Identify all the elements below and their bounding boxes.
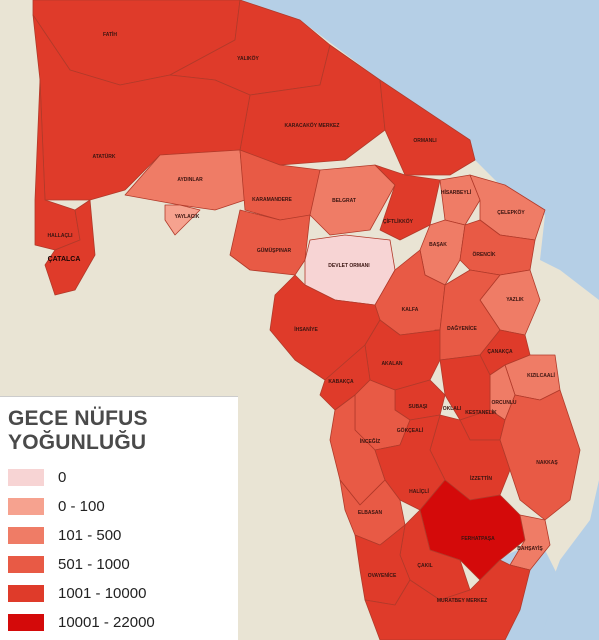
legend-label: 1001 - 10000: [58, 585, 147, 602]
label-yaylacik: YAYLACIK: [175, 214, 200, 220]
legend-swatch: [8, 556, 44, 573]
legend-swatch: [8, 614, 44, 631]
label-ferhatpasa: FERHATPAŞA: [461, 536, 495, 542]
label-orencik: ÖRENCİK: [472, 251, 495, 258]
label-akalan: AKALAN: [381, 361, 402, 367]
label-gumuspinar: GÜMÜŞPINAR: [257, 247, 292, 254]
label-kestanelik: KESTANELİK: [465, 409, 497, 416]
legend-item: 10001 - 22000: [8, 614, 236, 638]
legend-label: 501 - 1000: [58, 556, 130, 573]
label-cakil: ÇAKIL: [417, 563, 432, 569]
legend-item: 0: [8, 469, 236, 493]
label-oklali: OKLALI: [443, 406, 462, 412]
legend-item: 501 - 1000: [8, 556, 236, 580]
label-ataturk: ATATÜRK: [92, 153, 115, 160]
label-celepkoy: ÇELEPKÖY: [497, 209, 525, 216]
legend-swatch: [8, 498, 44, 515]
label-ormanli: ORMANLI: [413, 138, 437, 144]
region-muratbey-merkez: [364, 559, 531, 640]
label-yalikoy: YALIKÖY: [237, 55, 259, 62]
label-ovayenice: OVAYENİCE: [368, 572, 397, 579]
label-canakca: ÇANAKÇA: [487, 349, 513, 355]
label-kabakca: KABAKÇA: [328, 379, 354, 385]
legend-item: 101 - 500: [8, 527, 236, 551]
label-bahsayis: BAHŞAYİŞ: [517, 545, 543, 552]
legend-item: 0 - 100: [8, 498, 236, 522]
sea-area: [240, 0, 599, 640]
legend-label: 0: [58, 469, 67, 486]
label-devlet-ormani: DEVLET ORMANI: [328, 263, 370, 269]
district-regions: [32, 0, 581, 640]
region-ciftlikkoy: [374, 164, 441, 241]
label-dagyenice: DAĞYENİCE: [447, 324, 477, 332]
label-gokceali: GÖKÇEALİ: [397, 427, 424, 434]
district-labels: FATİH YALIKÖY KARACAKÖY MERKEZ ORMANLI A…: [48, 31, 559, 604]
label-halicli: HALİÇLİ: [409, 488, 429, 495]
legend-label: 10001 - 22000: [58, 614, 155, 631]
label-belgrat: BELGRAT: [332, 198, 356, 204]
region-catalca: [44, 199, 96, 296]
label-ihsaniye: İHSANİYE: [294, 326, 318, 333]
label-catalca: ÇATALCA: [48, 256, 81, 263]
region-gumuspinar: [229, 209, 311, 276]
label-elbasan: ELBASAN: [358, 510, 383, 516]
label-incegiz: İNCEĞİZ: [360, 437, 380, 445]
label-ciftlikkoy: ÇİFTLİKKÖY: [383, 218, 414, 225]
label-hisarbeyli: HİSARBEYLİ: [441, 189, 472, 196]
label-orcunlu: ORCUNLU: [492, 400, 517, 406]
label-karacakoy-merkez: KARACAKÖY MERKEZ: [285, 122, 340, 129]
legend-label: 0 - 100: [58, 498, 105, 515]
label-yazlik: YAZLIK: [506, 297, 524, 303]
legend-item: 1001 - 10000: [8, 585, 236, 609]
legend-title-line2: YOĞUNLUĞU: [8, 431, 147, 454]
label-kizilcaali: KIZILCAALİ: [527, 372, 555, 379]
label-subasi: SUBAŞI: [409, 404, 429, 410]
label-izzettin: İZZETTİN: [470, 475, 492, 482]
legend-swatch: [8, 527, 44, 544]
label-aydinlar: AYDINLAR: [177, 177, 203, 183]
label-kalfa: KALFA: [402, 307, 419, 313]
legend-title-line1: GECE NÜFUS: [8, 407, 148, 430]
legend-label: 101 - 500: [58, 527, 122, 544]
label-karamandere: KARAMANDERE: [252, 197, 292, 203]
label-muratbey-merkez: MURATBEY MERKEZ: [437, 598, 487, 604]
label-basak: BAŞAK: [429, 242, 447, 248]
legend-swatch: [8, 585, 44, 602]
legend-panel: GECE NÜFUS YOĞUNLUĞU 0 0 - 100 101 - 500…: [0, 396, 238, 640]
region-hisarbeyli: [439, 174, 481, 226]
label-fatih: FATİH: [103, 31, 117, 38]
label-nakkas: NAKKAŞ: [536, 460, 558, 466]
region-yaylacik: [164, 204, 201, 236]
region-ormanli: [379, 79, 476, 176]
legend-swatch: [8, 469, 44, 486]
label-hallacli: HALLAÇLI: [48, 233, 74, 239]
